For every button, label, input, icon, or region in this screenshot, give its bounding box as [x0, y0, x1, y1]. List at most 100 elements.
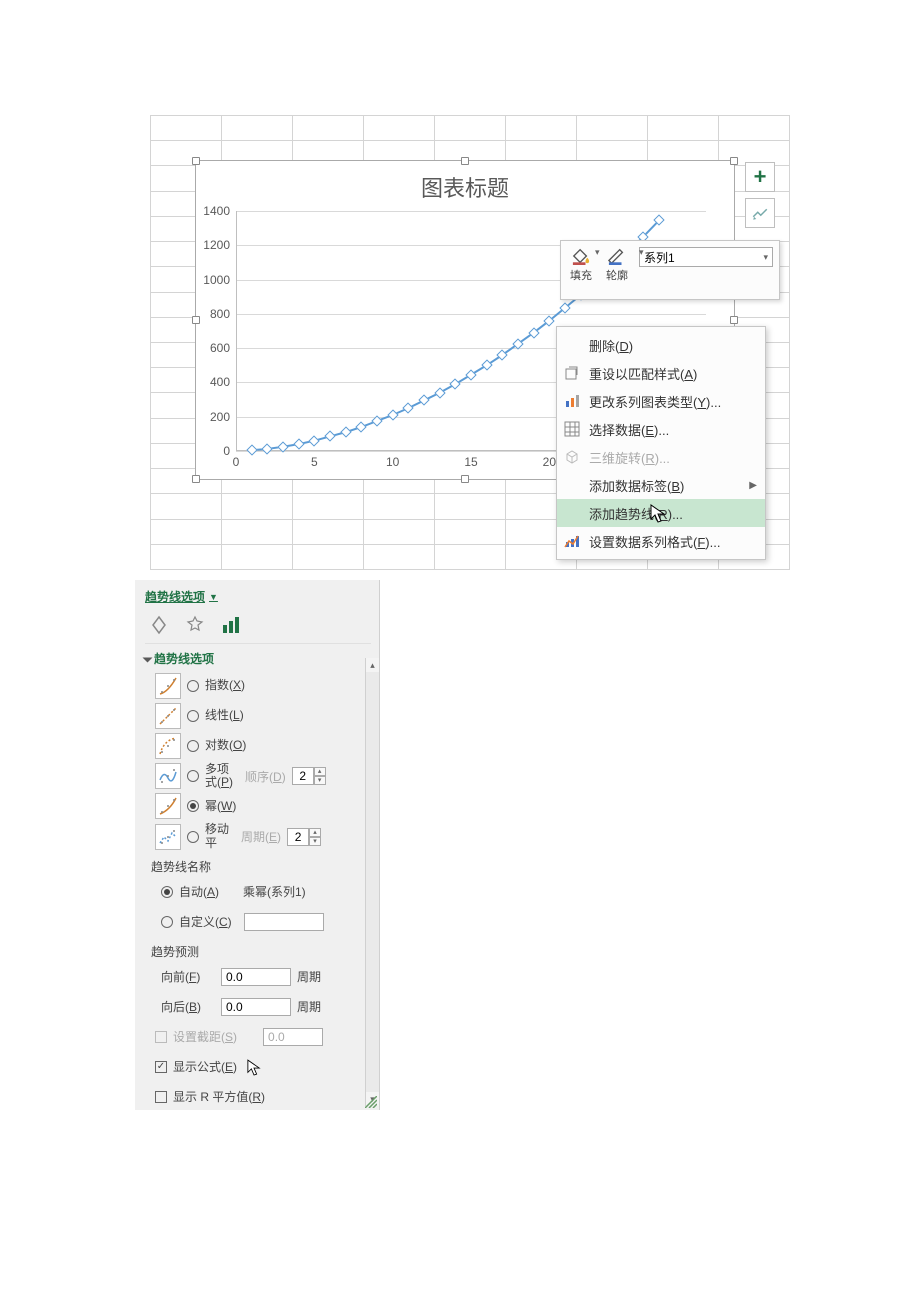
menu-item-label: 更改系列图表类型(Y)... — [589, 392, 721, 411]
trend-pow-icon — [155, 793, 181, 819]
menu-item-delete[interactable]: 删除(D) — [557, 331, 765, 359]
section-trendline-options[interactable]: 趋势线选项 — [145, 650, 371, 667]
menu-item-label: 重设以匹配样式(A) — [589, 364, 697, 383]
trend-lin-icon — [155, 703, 181, 729]
forecast-header: 趋势预测 — [151, 943, 371, 960]
trend-exp-icon — [155, 673, 181, 699]
x-axis-label: 5 — [311, 455, 318, 469]
chart-styles-button[interactable] — [745, 198, 775, 228]
brush-icon — [751, 204, 769, 222]
radio-name-auto[interactable] — [161, 886, 173, 898]
label-name-auto: 自动(A) — [179, 883, 219, 900]
y-axis-label: 1400 — [203, 204, 236, 218]
menu-item-label: 删除(D) — [589, 336, 633, 355]
label-trend-mavg: 移动平 — [205, 823, 229, 849]
plus-icon: + — [754, 166, 767, 188]
checkbox-show-r2[interactable] — [155, 1091, 167, 1103]
checkbox-intercept — [155, 1031, 167, 1043]
spin-mavg[interactable]: ▴▾ — [287, 828, 321, 846]
y-axis-label: 400 — [210, 375, 236, 389]
label-intercept: 设置截距(S) — [173, 1028, 237, 1045]
mouse-cursor-2 — [247, 1059, 263, 1079]
chart-title[interactable]: 图表标题 — [196, 161, 734, 203]
menu-item-change-type[interactable]: 更改系列图表类型(Y)... — [557, 387, 765, 415]
menu-item-label: 添加数据标签(B) — [589, 476, 684, 495]
trend-option-pow[interactable]: 幂(W) — [155, 793, 371, 819]
series-selector[interactable]: 系列1 ▾ — [639, 247, 773, 267]
tab-chart-options[interactable] — [221, 615, 241, 635]
trend-option-log[interactable]: 对数(O) — [155, 733, 371, 759]
name-auto-value: 乘幂(系列1) — [243, 883, 306, 900]
panel-scrollbar[interactable]: ▴ ▾ — [365, 658, 379, 1106]
x-axis-label: 20 — [543, 455, 556, 469]
trendline-name-header: 趋势线名称 — [151, 858, 371, 875]
outline-button[interactable]: 轮廓 ▾ — [603, 245, 631, 283]
trendline-options-panel: 趋势线选项 ▼ 趋势线选项 指数(X) 线性(L) 对数(O) 多项式(P)顺序(D)… — [135, 580, 380, 1110]
panel-header-label: 趋势线选项 — [145, 588, 205, 605]
context-menu: 删除(D) 重设以匹配样式(A) 更改系列图表类型(Y)... 选择数据(E)... 三… — [556, 326, 766, 560]
menu-item-label: 三维旋转(R)... — [589, 448, 670, 467]
trend-log-icon — [155, 733, 181, 759]
change-type-icon — [563, 392, 581, 410]
trend-option-poly[interactable]: 多项式(P)顺序(D)▴▾ — [155, 763, 371, 789]
radio-trend-pow[interactable] — [187, 800, 199, 812]
label-trend-log: 对数(O) — [205, 739, 246, 752]
menu-item-data-labels[interactable]: 添加数据标签(B)▶ — [557, 471, 765, 499]
bucket-icon — [567, 245, 595, 267]
tab-effects[interactable] — [185, 615, 205, 635]
chart-elements-button[interactable]: + — [745, 162, 775, 192]
scroll-up[interactable]: ▴ — [366, 658, 379, 672]
trend-option-mavg[interactable]: 移动平周期(E)▴▾ — [155, 823, 371, 849]
input-custom-name[interactable] — [244, 913, 324, 931]
radio-name-custom[interactable] — [161, 916, 173, 928]
label-show-r2: 显示 R 平方值(R) — [173, 1088, 265, 1105]
tab-fill-line[interactable] — [149, 615, 169, 635]
radio-trend-log[interactable] — [187, 740, 199, 752]
mini-toolbar: 填充 ▾ 轮廓 ▾ 系列1 ▾ — [560, 240, 780, 300]
panel-header-dropdown[interactable]: 趋势线选项 ▼ — [145, 588, 218, 605]
rotate3d-icon — [563, 448, 581, 466]
menu-item-format-series[interactable]: 设置数据系列格式(F)... — [557, 527, 765, 555]
y-axis-label: 600 — [210, 341, 236, 355]
radio-trend-mavg[interactable] — [187, 831, 199, 843]
radio-trend-exp[interactable] — [187, 680, 199, 692]
chevron-down-icon: ▾ — [763, 252, 768, 263]
fill-label: 填充 — [570, 267, 592, 283]
menu-item-label: 添加趋势线(R)... — [589, 504, 683, 523]
y-axis-label: 1200 — [203, 238, 236, 252]
radio-trend-poly[interactable] — [187, 770, 199, 782]
chevron-down-icon: ▼ — [209, 592, 218, 602]
menu-item-rotate3d: 三维旋转(R)... — [557, 443, 765, 471]
delete-icon — [563, 336, 581, 354]
data-labels-icon — [563, 476, 581, 494]
reset-icon — [563, 364, 581, 382]
label-trend-exp: 指数(X) — [205, 679, 245, 692]
trend-option-exp[interactable]: 指数(X) — [155, 673, 371, 699]
format-series-icon — [563, 532, 581, 550]
trend-option-lin[interactable]: 线性(L) — [155, 703, 371, 729]
menu-item-label: 选择数据(E)... — [589, 420, 669, 439]
select-data-icon — [563, 420, 581, 438]
unit-backward: 周期 — [297, 998, 321, 1015]
x-axis-label: 10 — [386, 455, 399, 469]
x-axis-label: 15 — [464, 455, 477, 469]
mouse-cursor — [650, 504, 666, 524]
radio-trend-lin[interactable] — [187, 710, 199, 722]
spin-poly[interactable]: ▴▾ — [292, 767, 326, 785]
fill-button[interactable]: 填充 ▾ — [567, 245, 595, 283]
y-axis-label: 1000 — [203, 273, 236, 287]
label-show-equation: 显示公式(E) — [173, 1058, 237, 1075]
menu-item-select-data[interactable]: 选择数据(E)... — [557, 415, 765, 443]
menu-item-reset[interactable]: 重设以匹配样式(A) — [557, 359, 765, 387]
series-selected-label: 系列1 — [644, 249, 675, 266]
y-axis-label: 200 — [210, 410, 236, 424]
input-intercept — [263, 1028, 323, 1046]
checkbox-show-equation[interactable] — [155, 1061, 167, 1073]
trend-poly-icon — [155, 763, 181, 789]
label-forward: 向前(F) — [161, 968, 215, 985]
label-trend-lin: 线性(L) — [205, 709, 244, 722]
input-forward[interactable] — [221, 968, 291, 986]
resize-grip[interactable] — [365, 1096, 377, 1108]
input-backward[interactable] — [221, 998, 291, 1016]
y-axis-label: 800 — [210, 307, 236, 321]
